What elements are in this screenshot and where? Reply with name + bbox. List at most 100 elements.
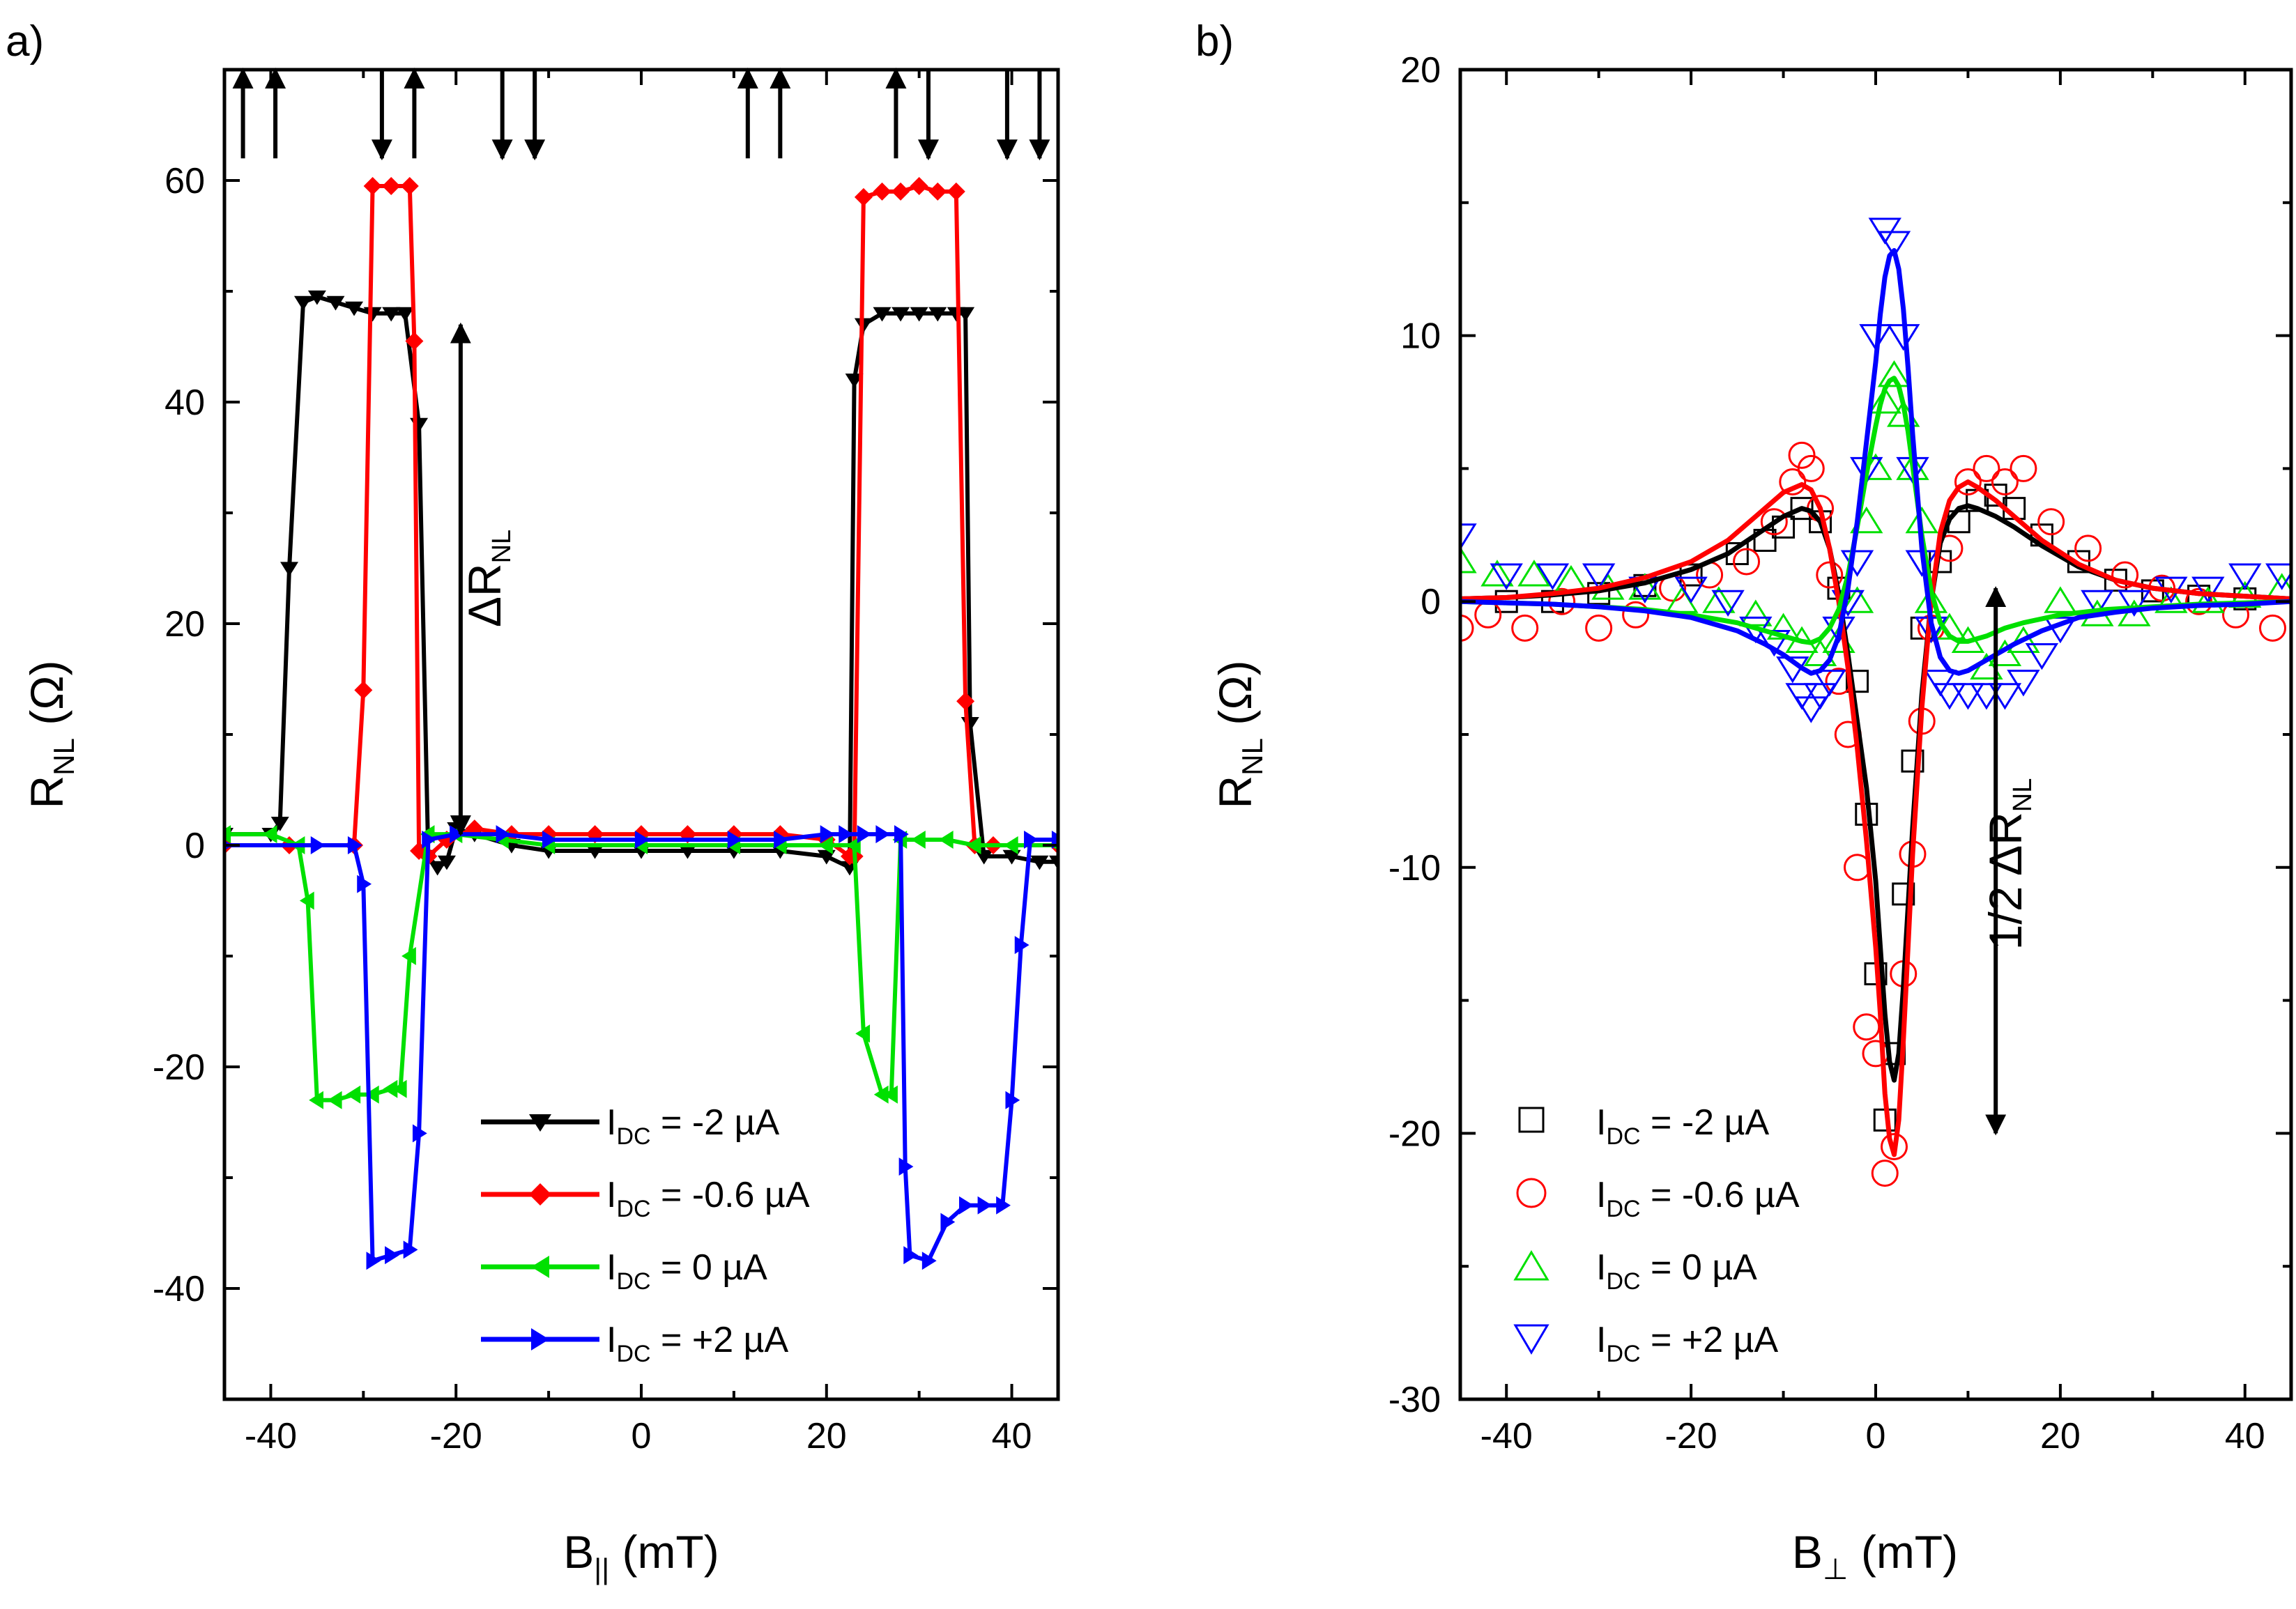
panel-b-xtick-label: 0	[1866, 1416, 1886, 1456]
legend-a-label-1-sub: DC	[616, 1196, 650, 1222]
panel-a-series-0-point	[437, 855, 456, 870]
panel-a-series-1-point	[928, 182, 947, 201]
panel-b-series-2-point	[1868, 387, 1901, 414]
panel-b-series-3-point	[1490, 563, 1523, 590]
panel-b-ytick-label: 20	[1400, 50, 1441, 91]
panel-a-series-3-point	[857, 825, 872, 844]
panel-a-series-1-point	[873, 182, 891, 201]
panel-a-legend-item-3: IDC = +2 µA	[481, 1320, 789, 1367]
legend-a-label-0-rest: = -2 µA	[651, 1102, 780, 1143]
panel-b-data-marks	[1460, 217, 2291, 1187]
panel-a-ylabel-unit: (Ω)	[21, 660, 72, 738]
panel-b-series-2-point	[2044, 586, 2077, 613]
half-delta-rnl-label-sub: NL	[2008, 778, 2037, 813]
panel-b-series-1-point	[1460, 614, 1474, 642]
panel-a-series-3-point	[898, 1157, 914, 1176]
panel-b-series-3-point	[2081, 590, 2114, 617]
panel-b-series-3-point	[1582, 563, 1616, 590]
panel-b-series-1-point	[1548, 587, 1576, 615]
panel-a-series-1-point	[854, 187, 873, 206]
panel-b-series-3-point	[2044, 616, 2077, 644]
panel-a-series-1-point	[910, 176, 928, 195]
panel-a-series-3	[224, 825, 1058, 1270]
panel-a-ylabel: RNL (Ω)	[21, 660, 80, 808]
panel-a-series-0-point	[428, 861, 447, 876]
panel-a-series-2-point	[1003, 836, 1018, 854]
panel-a-series-2-point	[938, 831, 954, 849]
panel-a-ylabel-sub: NL	[47, 738, 80, 776]
delta-rnl-label-sub: NL	[487, 530, 516, 564]
panel-a-series-1-point	[405, 332, 424, 351]
panel-b-series-3-point	[2228, 563, 2262, 590]
legend-b-label-2-main: I	[1596, 1247, 1606, 1288]
legend-b-label-2-rest: = 0 µA	[1641, 1247, 1758, 1288]
legend-a-label-2-main: I	[606, 1247, 616, 1288]
panel-a-legend-item-1: IDC = -0.6 µA	[481, 1175, 810, 1222]
panel-a-series-3-point	[996, 1196, 1011, 1215]
panel-b-series-3-point	[1674, 576, 1708, 603]
panel-a-series-3-point	[634, 831, 650, 849]
panel-b-series-1-point	[2074, 534, 2102, 562]
panel-a-series-3-point	[959, 1196, 974, 1215]
panel-a-xtick-label: -20	[430, 1416, 482, 1456]
panel-a-series-2-point	[392, 1079, 407, 1098]
panel-b-series-2-point	[1460, 546, 1477, 573]
legend-b-label-3-main: I	[1596, 1320, 1606, 1360]
panel-a-series-3-point	[403, 1240, 418, 1259]
panel-a-series-2-point	[883, 1085, 898, 1104]
panel-a-axes: -40 -20 0 20 40 60 -40 -20 0 20 40	[153, 68, 1058, 1456]
panel-b-axes: -30 -20 -10 0 10 20 -40 -20 0 20 40	[1388, 50, 2291, 1456]
panel-a-series-0	[224, 290, 1058, 876]
panel-b-series-3-point	[2025, 643, 2059, 670]
panel-b-series-2-point	[2155, 586, 2188, 613]
panel-a-series-2-point	[364, 1085, 379, 1104]
legend-a-label-0: IDC = -2 µA	[606, 1102, 779, 1150]
panel-b-series-2-fit-line	[1460, 376, 2291, 645]
panel-a-series-0-point	[910, 307, 928, 322]
panel-a-series-3-point	[1024, 831, 1039, 849]
panel-a-series-2-point	[262, 825, 277, 844]
panel-a-series-1-point	[400, 176, 419, 195]
panel-a-xtick-label: -40	[245, 1416, 297, 1456]
panel-b-series-1-point	[1474, 601, 1502, 629]
panel-b-series-1-point	[1954, 468, 1982, 495]
panel-a-series-1-point	[354, 681, 373, 700]
panel-b-series-3-point	[1868, 217, 1901, 245]
panel-b-series-2-point	[1702, 586, 1736, 613]
panel-a-series-3-point	[839, 825, 854, 844]
panel-a-series-0-point	[270, 817, 289, 831]
panel-a-series-2-point	[401, 947, 416, 965]
legend-a-marker-2	[531, 1256, 549, 1278]
panel-b-series-0-point	[1790, 497, 1814, 521]
panel-a-series-2-point	[855, 1024, 871, 1043]
legend-b-label-3-sub: DC	[1606, 1341, 1640, 1367]
panel-a-series-3-point	[412, 1124, 427, 1143]
panel-a-series-0-point	[956, 307, 975, 322]
panel-a-series-0-point	[961, 717, 979, 732]
legend-b-label-1-rest: = -0.6 µA	[1641, 1175, 1800, 1215]
panel-a-xlabel-sub: ||	[594, 1553, 609, 1585]
panel-b-series-1-point	[2037, 508, 2065, 536]
legend-a-label-0-main: I	[606, 1102, 616, 1143]
panel-a-xtick-label: 40	[992, 1416, 1032, 1456]
panel-b-series-0-point	[1901, 749, 1924, 773]
panel-b-series-2-point	[1840, 586, 1874, 613]
panel-a-legend-item-0: IDC = -2 µA	[481, 1102, 779, 1150]
panel-b-ylabel-sub: NL	[1236, 738, 1269, 776]
panel-b-series-1-point	[1733, 548, 1761, 576]
legend-b-label-2: IDC = 0 µA	[1596, 1247, 1757, 1295]
legend-a-label-1: IDC = -0.6 µA	[606, 1175, 810, 1222]
legend-a-marker-1	[529, 1183, 551, 1206]
legend-b-label-1: IDC = -0.6 µA	[1596, 1175, 1800, 1222]
panel-a-series-3-point	[894, 825, 909, 844]
legend-b-label-1-sub: DC	[1606, 1196, 1640, 1222]
panel-a-series-3-point	[496, 825, 511, 844]
panel-a-annotations	[232, 68, 1050, 837]
panel-a-legend: IDC = -2 µA IDC = -0.6 µA IDC = 0 µA IDC…	[481, 1102, 810, 1367]
panel-b-ytick-label: 0	[1421, 582, 1441, 622]
panel-a-series-0-point	[817, 849, 836, 865]
panel-a-series-0-point	[928, 307, 947, 322]
panel-b-ylabel-main: R	[1209, 776, 1261, 809]
panel-b-series-2-point	[1803, 639, 1837, 667]
panel-b-series-1-point	[1788, 441, 1816, 469]
